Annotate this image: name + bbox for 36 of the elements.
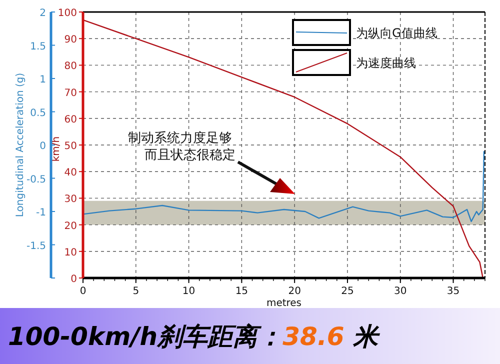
y2-tick-label: -1.5 — [26, 240, 46, 252]
x-tick-label: 25 — [341, 286, 354, 297]
y2-tick-label: 0 — [40, 141, 46, 152]
y-tick-label: 10 — [64, 247, 77, 258]
y-tick-label: 50 — [64, 141, 77, 152]
y2-tick-label: 2 — [40, 8, 46, 19]
y-tick-label: 20 — [64, 220, 77, 232]
y-tick-label: 60 — [64, 114, 77, 126]
annotation: 而且状态很稳定 — [144, 148, 236, 163]
text: 100-0km/h刹车距离：38.6 米 — [8, 322, 381, 351]
legend-label: 为速度曲线 — [356, 56, 416, 70]
y2-axis-title: Longitudinal Acceleration (g) — [15, 72, 26, 218]
y2-tick-label: 1 — [40, 74, 46, 86]
y-axis-title: km/h — [51, 136, 62, 162]
x-tick-label: 20 — [288, 286, 301, 297]
y2-tick-label: -1 — [36, 208, 46, 218]
x-axis-title: metres — [266, 298, 302, 309]
x-tick-label: 15 — [235, 286, 248, 297]
x-tick-label: 10 — [182, 286, 196, 297]
x-tick-label: 30 — [394, 286, 407, 297]
y-tick-label: 80 — [64, 61, 77, 72]
y2-tick-label: -0.5 — [26, 174, 46, 186]
legend-label: 为纵向G值曲线 — [356, 26, 438, 40]
y-tick-label: 40 — [64, 168, 77, 179]
y-tick-label: 100 — [58, 8, 77, 19]
y2-tick-label: 1.5 — [30, 41, 46, 52]
x-tick-label: 0 — [80, 286, 86, 297]
y-tick-label: 0 — [70, 274, 77, 285]
line-series — [82, 19, 484, 279]
x-tick-label: 35 — [446, 286, 460, 297]
y-tick-label: 70 — [64, 88, 77, 99]
y-tick-label: 90 — [64, 34, 77, 46]
y2-tick-label: 0.5 — [30, 108, 46, 119]
y-tick-label: 30 — [64, 194, 77, 206]
x-tick-label: 5 — [132, 286, 140, 297]
annotation: 制动系统力度足够 — [128, 130, 232, 146]
